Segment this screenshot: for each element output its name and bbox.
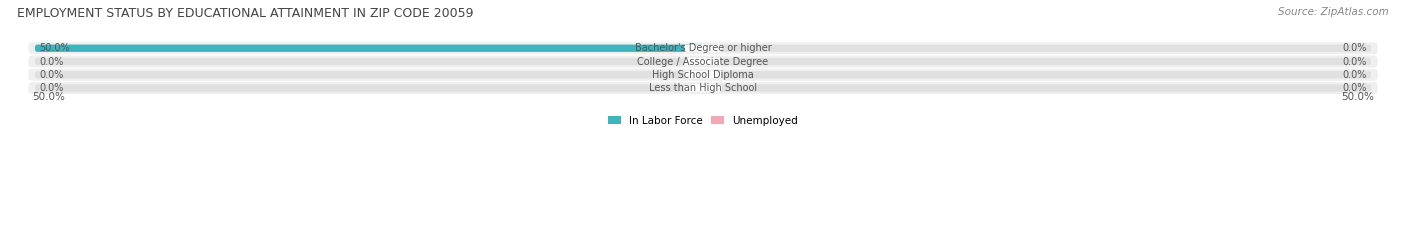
FancyBboxPatch shape [28, 55, 1378, 68]
Text: EMPLOYMENT STATUS BY EDUCATIONAL ATTAINMENT IN ZIP CODE 20059: EMPLOYMENT STATUS BY EDUCATIONAL ATTAINM… [17, 7, 474, 20]
FancyBboxPatch shape [35, 58, 703, 65]
Legend: In Labor Force, Unemployed: In Labor Force, Unemployed [605, 111, 801, 130]
FancyBboxPatch shape [703, 58, 1371, 65]
FancyBboxPatch shape [35, 71, 703, 79]
FancyBboxPatch shape [685, 71, 721, 79]
Text: 0.0%: 0.0% [1343, 57, 1367, 66]
Text: Bachelor's Degree or higher: Bachelor's Degree or higher [634, 43, 772, 53]
FancyBboxPatch shape [703, 45, 1371, 52]
Text: 0.0%: 0.0% [39, 70, 63, 80]
FancyBboxPatch shape [685, 84, 721, 92]
Text: Source: ZipAtlas.com: Source: ZipAtlas.com [1278, 7, 1389, 17]
Text: 0.0%: 0.0% [39, 83, 63, 93]
FancyBboxPatch shape [28, 69, 1378, 81]
FancyBboxPatch shape [28, 42, 1378, 54]
Text: 0.0%: 0.0% [39, 57, 63, 66]
Text: 50.0%: 50.0% [39, 43, 70, 53]
Text: 0.0%: 0.0% [1343, 83, 1367, 93]
FancyBboxPatch shape [35, 84, 703, 92]
Text: 0.0%: 0.0% [1343, 43, 1367, 53]
FancyBboxPatch shape [35, 45, 703, 52]
FancyBboxPatch shape [35, 45, 703, 52]
Text: 0.0%: 0.0% [1343, 70, 1367, 80]
Text: 50.0%: 50.0% [1341, 92, 1374, 102]
Text: College / Associate Degree: College / Associate Degree [637, 57, 769, 66]
FancyBboxPatch shape [685, 58, 721, 65]
Text: Less than High School: Less than High School [650, 83, 756, 93]
Text: High School Diploma: High School Diploma [652, 70, 754, 80]
Text: 50.0%: 50.0% [32, 92, 65, 102]
FancyBboxPatch shape [703, 71, 1371, 79]
FancyBboxPatch shape [28, 82, 1378, 94]
FancyBboxPatch shape [685, 45, 721, 52]
FancyBboxPatch shape [703, 84, 1371, 92]
